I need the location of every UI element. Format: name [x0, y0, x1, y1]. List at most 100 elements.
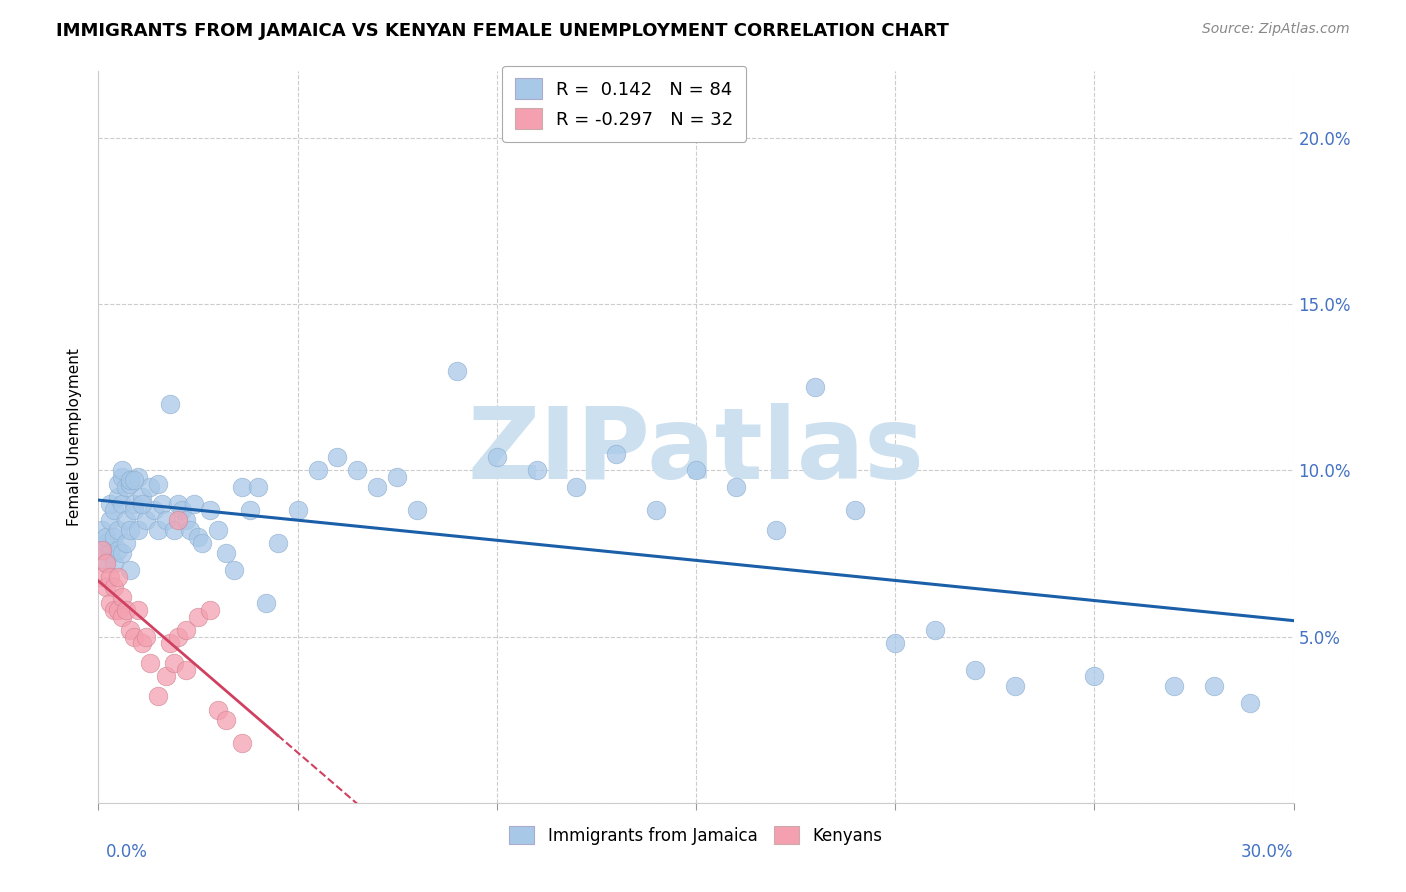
Point — [107, 543, 129, 558]
Point — [191, 536, 214, 550]
Point — [135, 630, 157, 644]
Point — [111, 463, 134, 477]
Point — [103, 580, 125, 594]
Point — [91, 543, 114, 558]
Point — [111, 546, 134, 560]
Point — [91, 543, 114, 558]
Point — [231, 480, 253, 494]
Point — [124, 497, 146, 511]
Point — [98, 546, 122, 560]
Legend: Immigrants from Jamaica, Kenyans: Immigrants from Jamaica, Kenyans — [501, 818, 891, 853]
Point — [115, 536, 138, 550]
Point — [198, 503, 221, 517]
Point — [963, 663, 986, 677]
Point — [115, 480, 138, 494]
Point — [174, 623, 197, 637]
Point — [239, 503, 262, 517]
Point — [183, 497, 205, 511]
Point — [159, 397, 181, 411]
Point — [159, 636, 181, 650]
Point — [174, 663, 197, 677]
Point — [198, 603, 221, 617]
Point — [1163, 680, 1185, 694]
Point — [107, 570, 129, 584]
Point — [155, 669, 177, 683]
Point — [96, 536, 118, 550]
Point — [96, 557, 118, 571]
Point — [96, 557, 118, 571]
Point — [120, 473, 142, 487]
Text: IMMIGRANTS FROM JAMAICA VS KENYAN FEMALE UNEMPLOYMENT CORRELATION CHART: IMMIGRANTS FROM JAMAICA VS KENYAN FEMALE… — [56, 22, 949, 40]
Point — [884, 636, 907, 650]
Point — [804, 380, 827, 394]
Point — [111, 609, 134, 624]
Point — [150, 497, 173, 511]
Point — [179, 523, 201, 537]
Point — [172, 503, 194, 517]
Point — [120, 476, 142, 491]
Point — [326, 450, 349, 464]
Point — [124, 473, 146, 487]
Point — [124, 630, 146, 644]
Point — [103, 503, 125, 517]
Point — [187, 530, 209, 544]
Point — [107, 490, 129, 504]
Point — [127, 470, 149, 484]
Point — [645, 503, 668, 517]
Text: 30.0%: 30.0% — [1241, 843, 1294, 861]
Point — [107, 523, 129, 537]
Point — [148, 476, 170, 491]
Text: ZIPatlas: ZIPatlas — [468, 403, 924, 500]
Point — [115, 603, 138, 617]
Point — [107, 476, 129, 491]
Point — [215, 546, 238, 560]
Point — [103, 603, 125, 617]
Point — [287, 503, 309, 517]
Point — [131, 490, 153, 504]
Y-axis label: Female Unemployment: Female Unemployment — [67, 348, 83, 526]
Point — [605, 447, 627, 461]
Point — [1239, 696, 1261, 710]
Point — [120, 563, 142, 577]
Point — [96, 530, 118, 544]
Point — [120, 623, 142, 637]
Point — [103, 530, 125, 544]
Point — [139, 656, 162, 670]
Point — [124, 503, 146, 517]
Point — [115, 513, 138, 527]
Point — [1083, 669, 1105, 683]
Point — [231, 736, 253, 750]
Point — [163, 523, 186, 537]
Point — [111, 590, 134, 604]
Point — [148, 523, 170, 537]
Text: Source: ZipAtlas.com: Source: ZipAtlas.com — [1202, 22, 1350, 37]
Point — [346, 463, 368, 477]
Point — [98, 497, 122, 511]
Point — [526, 463, 548, 477]
Point — [98, 596, 122, 610]
Point — [98, 570, 122, 584]
Text: 0.0%: 0.0% — [105, 843, 148, 861]
Point — [155, 513, 177, 527]
Point — [91, 570, 114, 584]
Point — [91, 523, 114, 537]
Point — [254, 596, 277, 610]
Point — [446, 363, 468, 377]
Point — [187, 609, 209, 624]
Point — [103, 557, 125, 571]
Point — [366, 480, 388, 494]
Point — [385, 470, 409, 484]
Point — [207, 523, 229, 537]
Point — [174, 513, 197, 527]
Point — [167, 630, 190, 644]
Point — [107, 603, 129, 617]
Point — [167, 497, 190, 511]
Point — [1202, 680, 1225, 694]
Point — [131, 497, 153, 511]
Point — [565, 480, 588, 494]
Point — [98, 513, 122, 527]
Point — [111, 497, 134, 511]
Point — [111, 470, 134, 484]
Point — [167, 513, 190, 527]
Point — [143, 503, 166, 517]
